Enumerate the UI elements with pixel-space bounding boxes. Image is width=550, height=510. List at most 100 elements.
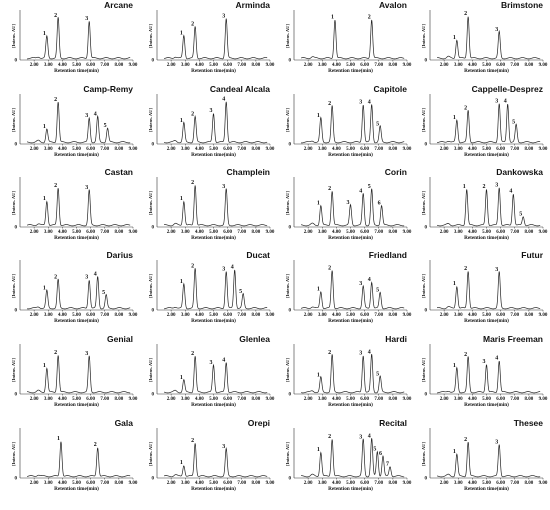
chromatogram-trace (26, 101, 131, 144)
x-axis-label: Retention time(min) (191, 151, 236, 158)
panel-title: Futur (521, 250, 543, 260)
x-tick-label: 3.00 (44, 147, 53, 152)
y-axis-label: [Intens. AU] (11, 274, 16, 298)
peak-label: 3 (359, 99, 362, 105)
x-tick-label: 2.00 (30, 313, 39, 318)
y-tick-label: 0 (289, 143, 292, 148)
x-tick-label: 4.00 (195, 313, 204, 318)
panel-title: Maris Freeman (483, 334, 543, 344)
panel-title: Candeal Alcala (210, 84, 270, 94)
peak-label: 5 (368, 184, 371, 190)
chromatogram-panel: Recital 2.00 3.00 4.00 5.00 6.00 7.00 8.00 9.00 0… (282, 418, 417, 492)
peak-label: 3 (359, 434, 362, 440)
chromatogram-svg: Corin 2.00 3.00 4.00 5.00 6.00 7.00 8.00 9.00 0 [I… (285, 167, 412, 241)
x-tick-label: 3.00 (454, 397, 463, 402)
y-tick-label: 0 (15, 393, 18, 398)
peak-label: 4 (222, 96, 225, 102)
x-tick-label: 6.00 (223, 147, 232, 152)
peak-label: 4 (368, 349, 371, 355)
x-tick-label: 6.00 (496, 397, 505, 402)
y-tick-label: 0 (425, 143, 428, 148)
peak-label: 3 (85, 16, 88, 22)
chromatogram-trace (436, 103, 541, 144)
x-tick-label: 2.00 (167, 481, 176, 486)
x-tick-label: 2.00 (440, 147, 449, 152)
x-tick-label: 2.00 (440, 481, 449, 486)
x-tick-label: 7.00 (374, 313, 383, 318)
x-tick-label: 5.00 (72, 147, 81, 152)
panel-title: Camp-Remy (83, 84, 133, 94)
x-tick-label: 8.00 (525, 397, 534, 402)
x-tick-label: 8.00 (252, 397, 261, 402)
chromatogram-svg: Darius 2.00 3.00 4.00 5.00 6.00 7.00 8.00 9.00 0 [… (11, 250, 138, 324)
peak-label: 6 (379, 451, 382, 457)
x-axis-label: Retention time(min) (191, 485, 236, 492)
x-tick-label: 4.00 (332, 313, 341, 318)
chromatogram-panel: Orepi 2.00 3.00 4.00 5.00 6.00 7.00 8.00 9.00 0 [I… (145, 418, 280, 492)
peak-label: 1 (317, 113, 320, 119)
y-axis-label: [Intens. AU] (11, 442, 16, 466)
x-tick-label: 9.00 (266, 230, 275, 235)
chromatogram-trace (300, 19, 405, 60)
x-tick-label: 4.00 (468, 63, 477, 68)
chromatogram-trace (163, 101, 268, 144)
x-tick-label: 6.00 (223, 397, 232, 402)
x-tick-label: 3.00 (44, 230, 53, 235)
x-tick-label: 5.00 (482, 313, 491, 318)
y-tick-label: 0 (152, 59, 155, 64)
x-tick-label: 5.00 (72, 63, 81, 68)
peak-label: 4 (495, 356, 498, 362)
peak-label: 4 (509, 189, 512, 195)
panel-title: Dankowska (496, 167, 543, 177)
x-tick-label: 8.00 (389, 230, 398, 235)
peak-label: 3 (222, 444, 225, 450)
peak-label: 3 (495, 440, 498, 446)
x-tick-label: 2.00 (167, 147, 176, 152)
x-axis-label: Retention time(min) (54, 234, 99, 241)
chromatogram-panel: Genial 2.00 3.00 4.00 5.00 6.00 7.00 8.00 9.00 0 [… (8, 334, 143, 408)
chromatogram-svg: Candeal Alcala 2.00 3.00 4.00 5.00 6.00 7.00 8.… (148, 84, 275, 158)
x-axis-label: Retention time(min) (191, 317, 236, 324)
x-tick-label: 2.00 (304, 147, 313, 152)
x-tick-label: 4.00 (195, 147, 204, 152)
y-axis-label: [Intens. AU] (285, 24, 290, 48)
y-tick-label: 0 (15, 226, 18, 231)
panel-title: Capitole (373, 84, 407, 94)
y-tick-label: 0 (152, 143, 155, 148)
peak-label: 3 (495, 99, 498, 105)
x-tick-label: 6.00 (360, 481, 369, 486)
x-tick-label: 4.00 (468, 397, 477, 402)
x-tick-label: 4.00 (468, 230, 477, 235)
y-axis-label: [Intens. AU] (11, 24, 16, 48)
x-tick-label: 3.00 (181, 481, 190, 486)
peak-label: 2 (54, 350, 57, 356)
x-tick-label: 4.00 (58, 397, 67, 402)
x-axis-label: Retention time(min) (328, 401, 373, 408)
x-tick-label: 4.00 (468, 481, 477, 486)
x-tick-label: 5.00 (346, 481, 355, 486)
x-tick-label: 7.00 (374, 230, 383, 235)
chromatogram-panel: Castan 2.00 3.00 4.00 5.00 6.00 7.00 8.00 9.00 0 [… (8, 167, 143, 241)
x-axis-label: Retention time(min) (464, 67, 509, 74)
x-tick-label: 8.00 (525, 230, 534, 235)
y-tick-label: 0 (289, 226, 292, 231)
x-tick-label: 3.00 (181, 147, 190, 152)
x-tick-label: 5.00 (72, 481, 81, 486)
chromatogram-svg: Genial 2.00 3.00 4.00 5.00 6.00 7.00 8.00 9.00 0 [… (11, 334, 138, 408)
chromatogram-trace (300, 353, 405, 394)
peak-label: 4 (359, 189, 362, 195)
x-tick-label: 5.00 (482, 63, 491, 68)
x-tick-label: 6.00 (360, 397, 369, 402)
peak-label: 5 (519, 211, 522, 217)
x-tick-label: 7.00 (510, 63, 519, 68)
y-axis-label: [Intens. AU] (148, 274, 153, 298)
x-tick-label: 8.00 (115, 147, 124, 152)
peak-label: 1 (453, 115, 456, 121)
peak-label: 4 (368, 277, 371, 283)
x-tick-label: 7.00 (374, 481, 383, 486)
panel-title: Genial (107, 334, 133, 344)
x-tick-label: 8.00 (252, 147, 261, 152)
x-tick-label: 5.00 (209, 230, 218, 235)
x-tick-label: 9.00 (403, 313, 412, 318)
chromatogram-trace (26, 188, 131, 227)
